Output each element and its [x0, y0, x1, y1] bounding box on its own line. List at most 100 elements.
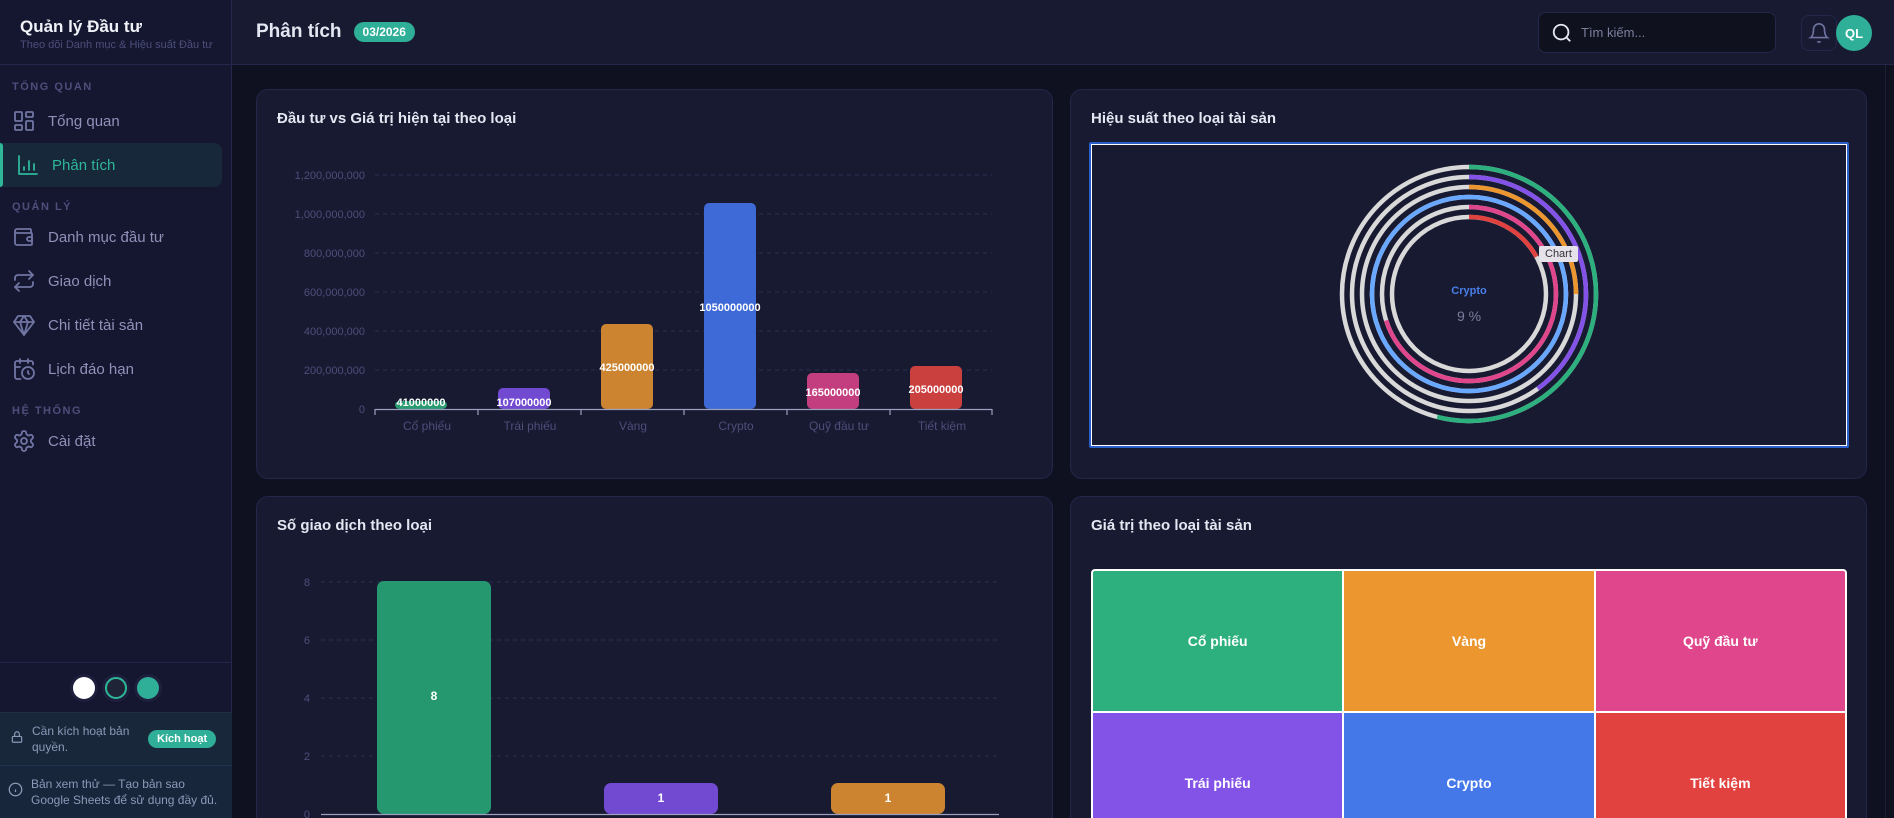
x-tick: Tiết kiệm: [918, 419, 966, 433]
bar-value-label: 425000000: [599, 362, 654, 374]
wallet-icon: [12, 225, 36, 249]
theme-light-option[interactable]: [73, 676, 95, 699]
bar-stock[interactable]: [395, 401, 447, 409]
value-by-type-card: Giá trị theo loại tài sản Cổ phiếu Vàng …: [1070, 496, 1867, 818]
tile-bond[interactable]: Trái phiếu: [1093, 713, 1343, 818]
ring-gold[interactable]: [1359, 184, 1579, 404]
bar-gold[interactable]: [601, 324, 653, 409]
ring-fund[interactable]: [1379, 204, 1559, 384]
y-tick: 2: [304, 751, 310, 763]
section-label-manage: QUẢN LÝ: [12, 201, 72, 213]
y-tick: 800,000,000: [304, 248, 365, 260]
activate-button[interactable]: Kích hoạt: [148, 730, 217, 748]
theme-teal-option[interactable]: [137, 676, 159, 699]
card-title: Hiệu suất theo loại tài sản: [1091, 110, 1277, 127]
bar-stock-count[interactable]: [377, 581, 491, 814]
bar-savings[interactable]: [910, 366, 962, 409]
x-tick: Trái phiếu: [504, 419, 557, 433]
ring-savings[interactable]: [1389, 214, 1549, 374]
tile-savings[interactable]: Tiết kiệm: [1595, 713, 1845, 818]
bar-fund[interactable]: [807, 373, 859, 409]
theme-dark-option[interactable]: [105, 676, 127, 699]
notifications-button[interactable]: [1801, 15, 1837, 51]
invest-vs-value-card: Đầu tư vs Giá trị hiện tại theo loại 1,2…: [256, 89, 1053, 479]
bar-bond-count[interactable]: [604, 783, 718, 814]
brand-title: Quản lý Đầu tư: [20, 17, 142, 36]
license-text: Cần kích hoạt bản quyền.: [32, 724, 130, 754]
sidebar-item-settings[interactable]: Cài đặt: [0, 419, 223, 463]
brand: Quản lý Đầu tư Theo dõi Danh mục & Hiệu …: [0, 0, 231, 65]
sidebar-item-asset-details[interactable]: Chi tiết tài sản: [0, 303, 223, 347]
bar-bond[interactable]: [498, 388, 550, 409]
x-tick: Crypto: [718, 419, 754, 433]
bar-value-label: 107000000: [496, 397, 551, 409]
bar-gold-count[interactable]: [831, 783, 945, 814]
dashboard-icon: [12, 109, 36, 133]
sidebar-item-overview[interactable]: Tổng quan: [0, 99, 223, 143]
page-scrollbar[interactable]: [1885, 65, 1894, 818]
avatar[interactable]: QL: [1836, 15, 1872, 51]
sidebar-item-label: Chi tiết tài sản: [48, 316, 144, 334]
bar-value-label: 1: [658, 791, 665, 805]
bar-chart-icon: [16, 153, 40, 177]
y-tick: 600,000,000: [304, 287, 365, 299]
bar-value-label: 205000000: [908, 384, 963, 396]
theme-switcher: [0, 662, 232, 712]
bar-value-label: 8: [431, 689, 438, 703]
chart-tooltip: Chart: [1539, 246, 1578, 262]
sidebar-item-label: Danh mục đầu tư: [48, 228, 164, 246]
top-header: Phân tích 03/2026 QL: [232, 0, 1894, 65]
search-icon: [1552, 23, 1571, 42]
performance-chart-frame[interactable]: [1089, 142, 1849, 448]
y-tick: 1,000,000,000: [295, 209, 365, 221]
value-treemap: Cổ phiếu Vàng Quỹ đầu tư Trái phiếu Cryp…: [1091, 569, 1847, 818]
radial-center-label: Crypto: [1451, 285, 1487, 297]
y-tick: 1,200,000,000: [295, 170, 365, 182]
ring-crypto[interactable]: [1369, 194, 1569, 394]
card-title: Số giao dịch theo loại: [277, 517, 433, 534]
ring-bond[interactable]: [1349, 174, 1589, 414]
sidebar-item-label: Giao dịch: [48, 272, 112, 290]
bar-crypto[interactable]: [704, 203, 756, 409]
bar-value-label: 1050000000: [699, 302, 760, 314]
sidebar-item-portfolio[interactable]: Danh mục đầu tư: [0, 215, 223, 259]
info-icon: [8, 782, 23, 802]
page-title: Phân tích: [256, 21, 342, 42]
tile-fund[interactable]: Quỹ đầu tư: [1595, 571, 1845, 711]
sidebar-item-label: Tổng quan: [48, 112, 120, 130]
tx-count-chart: 8 6 4 2 0 8 1 1: [304, 577, 999, 818]
sidebar-item-label: Phân tích: [52, 156, 116, 174]
period-badge: 03/2026: [353, 22, 415, 42]
card-title: Giá trị theo loại tài sản: [1091, 517, 1252, 534]
y-tick: 200,000,000: [304, 365, 365, 377]
sidebar-item-transactions[interactable]: Giao dịch: [0, 259, 223, 303]
trial-text: Bản xem thử — Tạo bản sao Google Sheets …: [31, 777, 218, 807]
search-input[interactable]: [1581, 25, 1761, 40]
y-tick: 8: [304, 577, 310, 589]
bar-value-label: 1: [885, 791, 892, 805]
performance-card: Hiệu suất theo loại tài sản Crypto 9 %: [1070, 89, 1867, 479]
section-label-overview: TỔNG QUAN: [12, 81, 93, 93]
invest-vs-value-chart: 1,200,000,000 1,000,000,000 800,000,000 …: [295, 170, 993, 433]
ring-stock[interactable]: [1339, 164, 1599, 424]
tile-gold[interactable]: Vàng: [1344, 571, 1594, 711]
sidebar-item-label: Cài đặt: [48, 432, 96, 450]
y-tick: 0: [304, 809, 310, 818]
card-title: Đầu tư vs Giá trị hiện tại theo loại: [277, 110, 517, 127]
bar-value-label: 41000000: [397, 397, 446, 409]
x-tick: Vàng: [619, 419, 647, 433]
sidebar: Quản lý Đầu tư Theo dõi Danh mục & Hiệu …: [0, 0, 232, 818]
search-box: [1538, 12, 1776, 53]
tile-stock[interactable]: Cổ phiếu: [1093, 571, 1343, 711]
performance-radial-chart: Crypto 9 %: [1339, 164, 1599, 424]
lock-icon: [10, 729, 24, 750]
arrows-exchange-icon: [12, 269, 36, 293]
sidebar-item-maturity-schedule[interactable]: Lịch đáo hạn: [0, 347, 223, 391]
sidebar-item-analytics[interactable]: Phân tích: [0, 143, 222, 187]
tile-crypto[interactable]: Crypto: [1344, 713, 1594, 818]
bell-icon: [1808, 23, 1830, 43]
y-tick: 6: [304, 635, 310, 647]
y-tick: 0: [359, 404, 365, 416]
gear-icon: [12, 429, 36, 453]
